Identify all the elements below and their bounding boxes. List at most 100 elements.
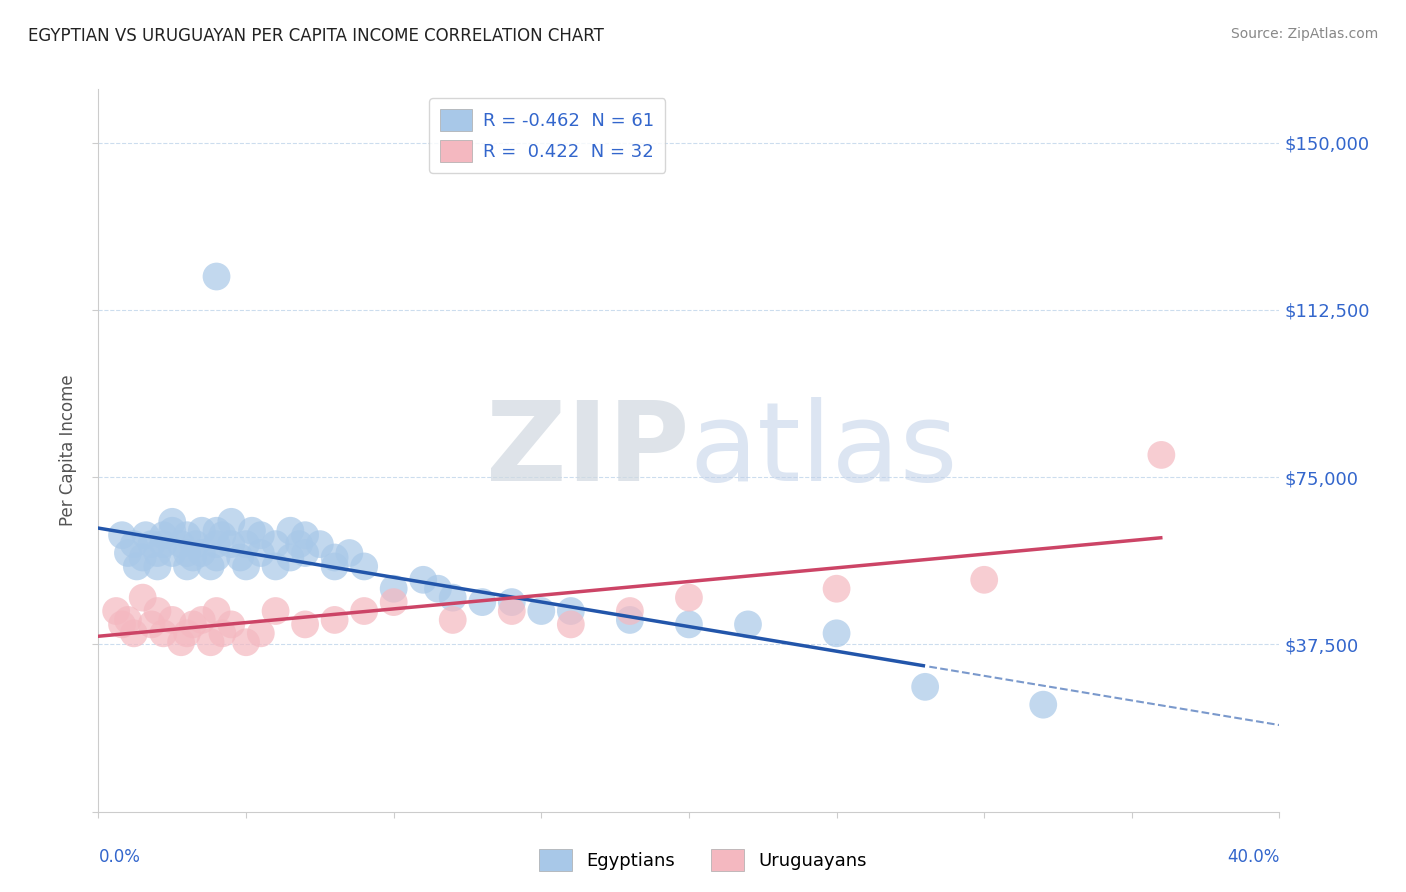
Point — [211, 626, 233, 640]
Point — [146, 559, 169, 574]
Point — [560, 604, 582, 618]
Point — [221, 537, 243, 551]
Point — [200, 635, 222, 649]
Point — [280, 524, 302, 538]
Point — [235, 559, 257, 574]
Point — [560, 617, 582, 632]
Point — [678, 591, 700, 605]
Point — [191, 546, 214, 560]
Point — [111, 617, 134, 632]
Point — [125, 559, 148, 574]
Point — [111, 528, 134, 542]
Point — [181, 617, 204, 632]
Point — [229, 550, 252, 565]
Point — [309, 537, 332, 551]
Point — [176, 626, 198, 640]
Point — [205, 524, 228, 538]
Point — [176, 528, 198, 542]
Y-axis label: Per Capita Income: Per Capita Income — [59, 375, 77, 526]
Point — [211, 528, 233, 542]
Point — [240, 524, 263, 538]
Text: 40.0%: 40.0% — [1227, 847, 1279, 866]
Point — [339, 546, 361, 560]
Point — [205, 550, 228, 565]
Point — [235, 537, 257, 551]
Legend: Egyptians, Uruguayans: Egyptians, Uruguayans — [531, 842, 875, 879]
Legend: R = -0.462  N = 61, R =  0.422  N = 32: R = -0.462 N = 61, R = 0.422 N = 32 — [429, 98, 665, 173]
Point — [184, 537, 207, 551]
Point — [132, 591, 155, 605]
Point — [152, 626, 174, 640]
Point — [1032, 698, 1054, 712]
Point — [1150, 448, 1173, 462]
Point — [170, 635, 193, 649]
Point — [250, 546, 273, 560]
Point — [152, 528, 174, 542]
Point — [117, 613, 139, 627]
Point — [221, 617, 243, 632]
Point — [412, 573, 434, 587]
Point — [205, 537, 228, 551]
Point — [288, 537, 311, 551]
Point — [162, 546, 183, 560]
Point — [530, 604, 553, 618]
Point — [825, 626, 848, 640]
Point — [501, 604, 523, 618]
Point — [191, 524, 214, 538]
Point — [264, 537, 287, 551]
Text: 0.0%: 0.0% — [98, 847, 141, 866]
Point — [146, 546, 169, 560]
Point — [250, 626, 273, 640]
Point — [152, 537, 174, 551]
Point — [250, 528, 273, 542]
Point — [471, 595, 494, 609]
Point — [619, 613, 641, 627]
Point — [382, 595, 405, 609]
Point — [205, 604, 228, 618]
Point — [501, 595, 523, 609]
Point — [176, 546, 198, 560]
Point — [176, 559, 198, 574]
Point — [221, 515, 243, 529]
Point — [294, 528, 316, 542]
Text: ZIP: ZIP — [485, 397, 689, 504]
Point — [162, 524, 183, 538]
Point — [105, 604, 128, 618]
Point — [200, 559, 222, 574]
Point — [323, 550, 346, 565]
Point — [181, 550, 204, 565]
Point — [973, 573, 995, 587]
Point — [441, 613, 464, 627]
Point — [170, 537, 193, 551]
Point — [737, 617, 759, 632]
Text: Source: ZipAtlas.com: Source: ZipAtlas.com — [1230, 27, 1378, 41]
Point — [441, 591, 464, 605]
Point — [294, 617, 316, 632]
Point — [619, 604, 641, 618]
Point — [353, 559, 375, 574]
Point — [122, 626, 145, 640]
Point — [135, 528, 157, 542]
Point — [264, 559, 287, 574]
Point — [264, 604, 287, 618]
Point — [323, 613, 346, 627]
Point — [122, 537, 145, 551]
Point — [294, 546, 316, 560]
Point — [914, 680, 936, 694]
Point — [353, 604, 375, 618]
Point — [191, 613, 214, 627]
Point — [678, 617, 700, 632]
Text: EGYPTIAN VS URUGUAYAN PER CAPITA INCOME CORRELATION CHART: EGYPTIAN VS URUGUAYAN PER CAPITA INCOME … — [28, 27, 605, 45]
Point — [825, 582, 848, 596]
Point — [132, 550, 155, 565]
Point — [205, 269, 228, 284]
Point — [117, 546, 139, 560]
Point — [280, 550, 302, 565]
Point — [323, 559, 346, 574]
Point — [141, 537, 163, 551]
Point — [162, 515, 183, 529]
Point — [141, 617, 163, 632]
Point — [382, 582, 405, 596]
Point — [235, 635, 257, 649]
Text: atlas: atlas — [689, 397, 957, 504]
